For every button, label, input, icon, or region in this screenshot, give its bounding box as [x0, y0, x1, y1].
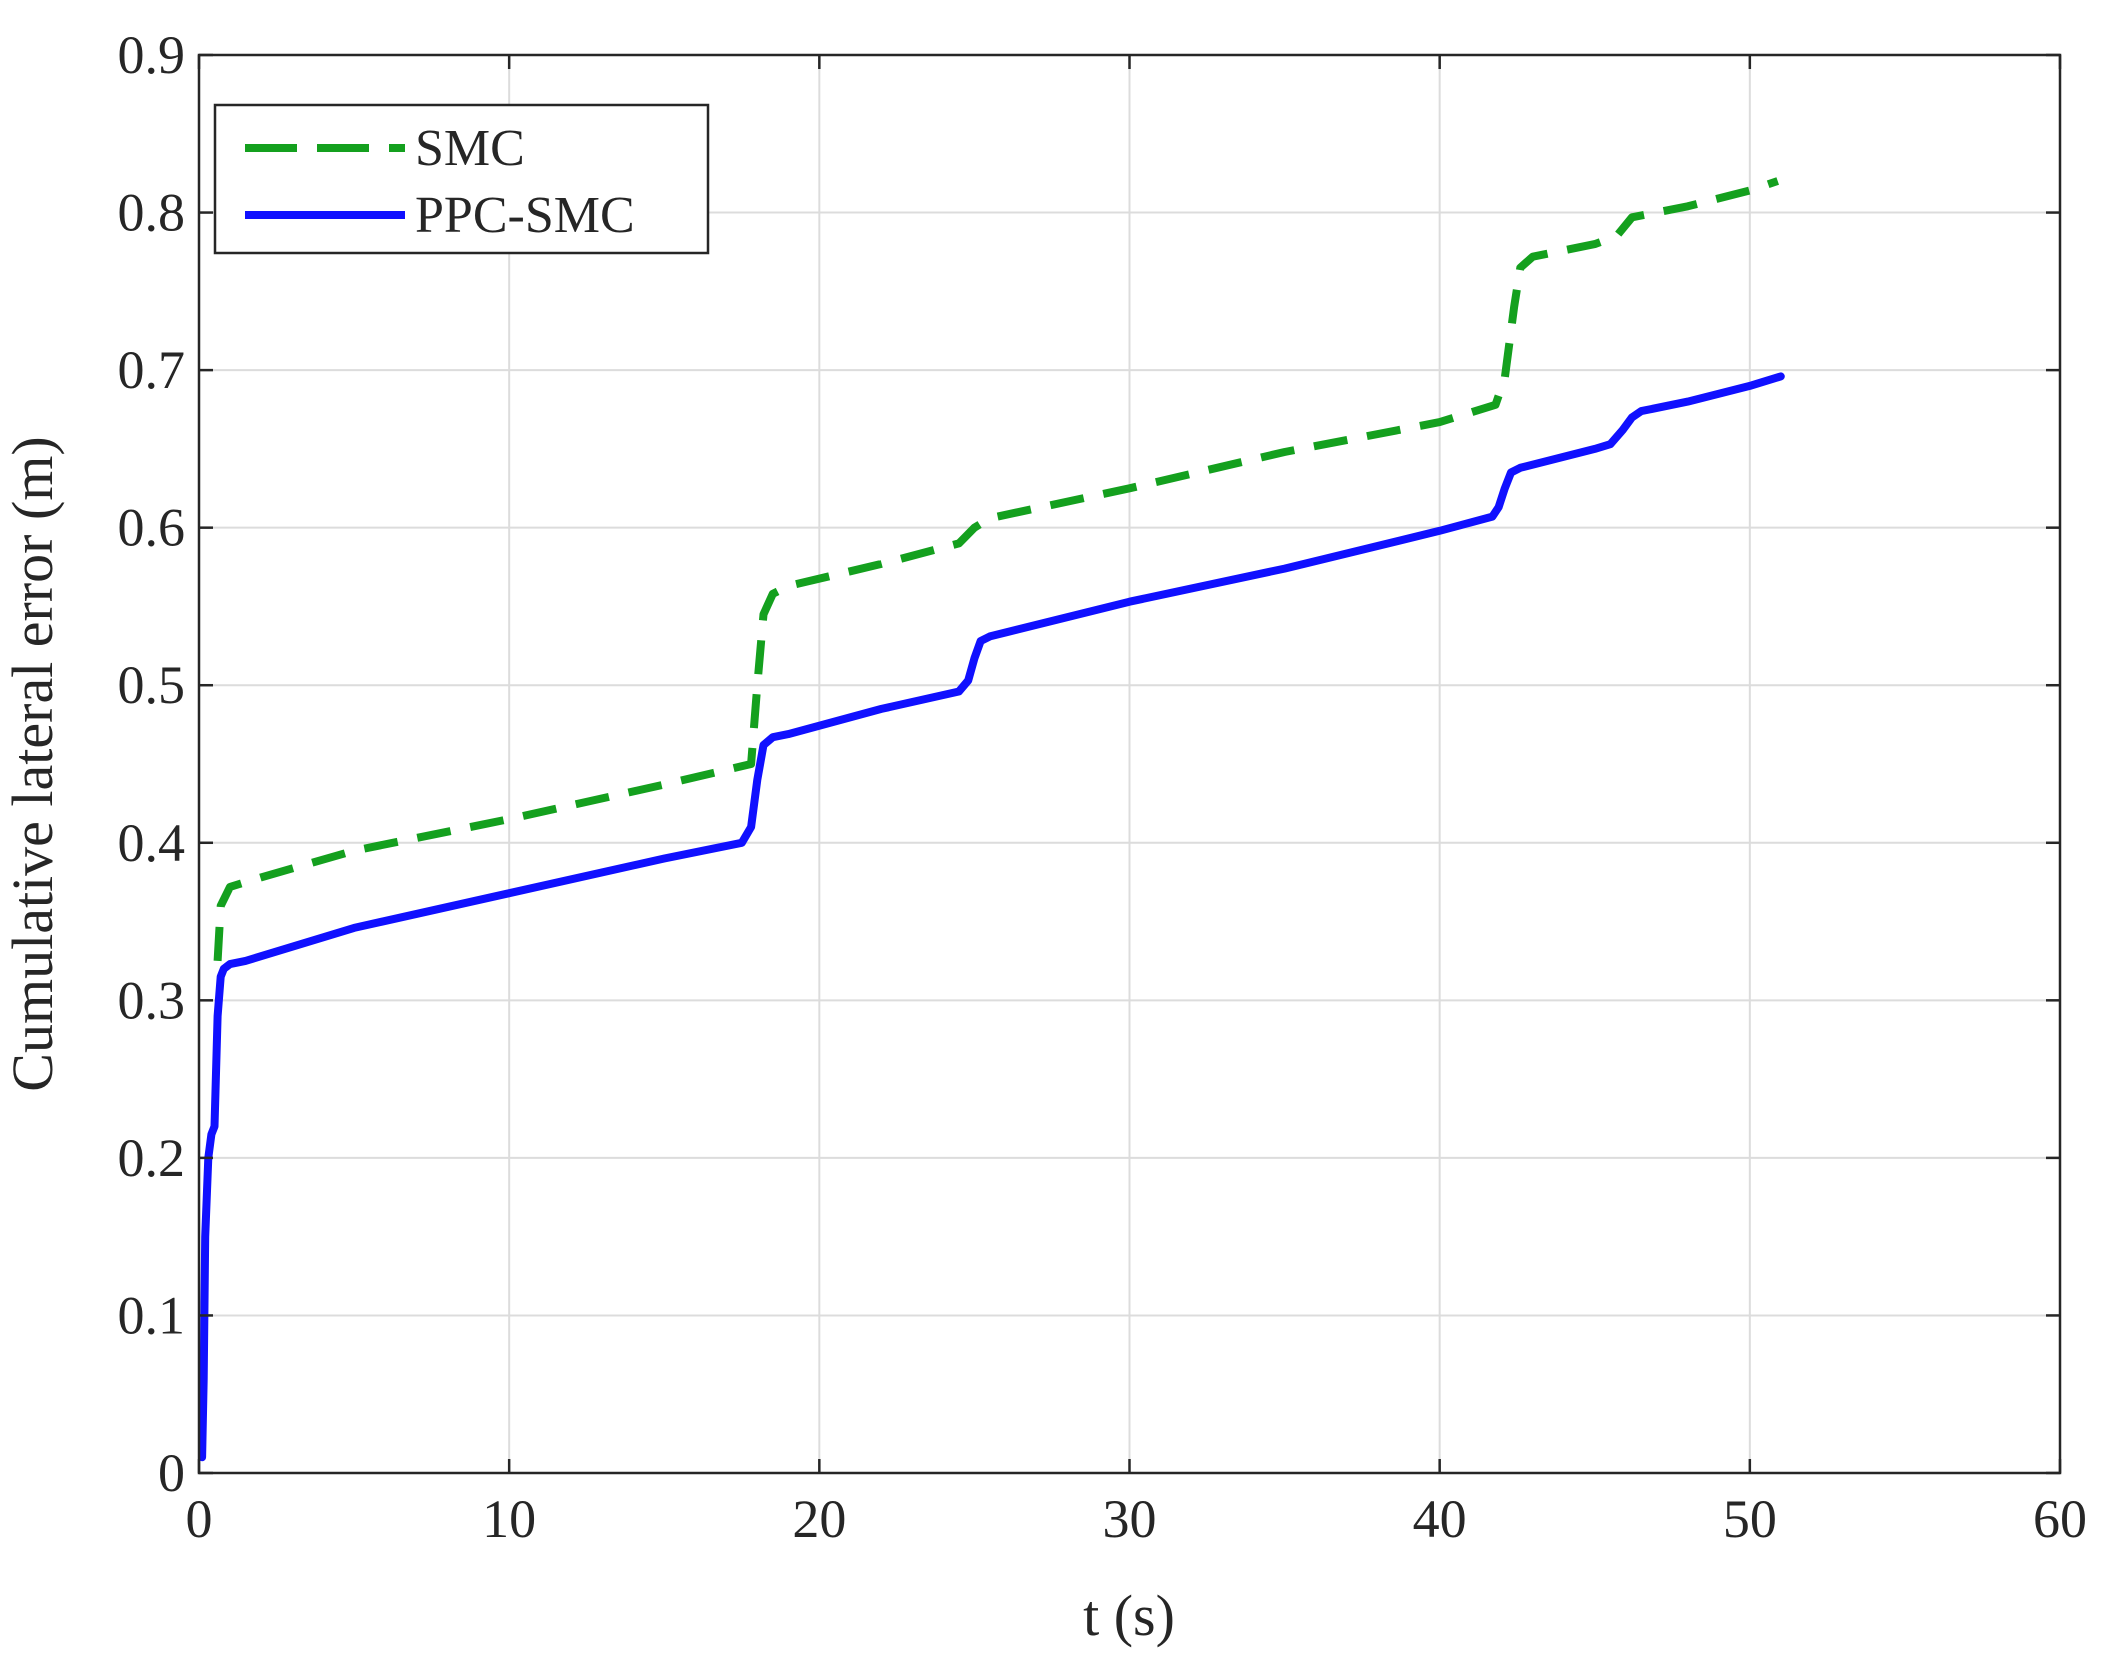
- x-tick-label: 10: [482, 1489, 536, 1549]
- x-tick-label: 20: [792, 1489, 846, 1549]
- x-tick-label: 0: [186, 1489, 213, 1549]
- y-tick-label: 0.2: [118, 1128, 186, 1188]
- y-tick-label: 0.5: [118, 655, 186, 715]
- y-tick-label: 0.6: [118, 498, 186, 558]
- y-tick-label: 0.4: [118, 813, 186, 873]
- y-tick-label: 0: [158, 1443, 185, 1503]
- series-line-ppc-smc: [199, 372, 1785, 1462]
- legend-box: [213, 103, 710, 255]
- series-group: [199, 177, 1785, 1462]
- legend: SMC PPC-SMC: [213, 103, 710, 255]
- series-line-smc: [213, 177, 1779, 962]
- legend-label-ppc-smc: PPC-SMC: [415, 187, 635, 244]
- y-axis-label: Cumulative lateral error (m): [0, 436, 65, 1091]
- x-axis-label: t (s): [1083, 1583, 1175, 1648]
- tick-labels: 0 10 20 30 40 50 60 0 0.1 0.2 0.3 0.4 0.5 0.6 0.7 0.8 0.…: [118, 25, 2088, 1549]
- x-tick-label: 50: [1723, 1489, 1777, 1549]
- legend-label-smc: SMC: [415, 120, 525, 177]
- y-tick-label: 0.1: [118, 1285, 186, 1345]
- x-tick-label: 60: [2033, 1489, 2087, 1549]
- y-tick-label: 0.9: [118, 25, 186, 85]
- y-tick-label: 0.7: [118, 340, 186, 400]
- x-tick-label: 30: [1103, 1489, 1157, 1549]
- y-tick-label: 0.3: [118, 970, 186, 1030]
- y-tick-label: 0.8: [118, 183, 186, 243]
- x-tick-label: 40: [1413, 1489, 1467, 1549]
